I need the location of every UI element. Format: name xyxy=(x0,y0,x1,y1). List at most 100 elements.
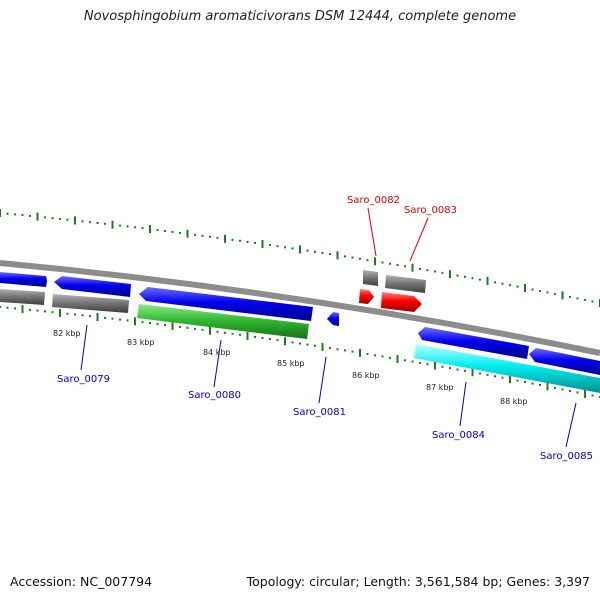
minor-tick xyxy=(374,354,376,357)
minor-tick xyxy=(591,300,594,303)
gene-label-saro-0082[interactable]: Saro_0082 xyxy=(347,195,400,206)
minor-tick xyxy=(516,379,519,382)
major-tick xyxy=(59,308,61,317)
minor-tick xyxy=(419,267,421,270)
gene-feature[interactable] xyxy=(359,289,374,304)
minor-tick xyxy=(494,281,496,284)
gene-label-saro-0079[interactable]: Saro_0079 xyxy=(57,374,110,385)
major-tick xyxy=(36,212,39,221)
minor-tick xyxy=(171,230,174,233)
gene-track-reverse xyxy=(0,287,600,393)
minor-tick xyxy=(486,373,489,376)
minor-tick xyxy=(81,314,84,317)
gene-label-saro-0080[interactable]: Saro_0080 xyxy=(188,390,241,401)
gene-feature[interactable] xyxy=(137,304,309,339)
major-tick xyxy=(449,270,451,279)
minor-tick xyxy=(111,317,114,320)
minor-tick xyxy=(119,224,121,227)
major-tick xyxy=(411,263,414,272)
major-tick xyxy=(321,342,324,351)
genome-summary-text: Topology: circular; Length: 3,561,584 bp… xyxy=(246,574,590,589)
minor-tick xyxy=(44,310,46,313)
leader-line xyxy=(367,207,377,257)
major-tick xyxy=(74,216,76,225)
gene-label-saro-0083[interactable]: Saro_0083 xyxy=(404,205,457,216)
gene-feature[interactable] xyxy=(0,289,45,305)
gene-feature[interactable] xyxy=(418,327,529,359)
minor-tick xyxy=(479,372,481,375)
gene-feature[interactable] xyxy=(139,287,313,321)
minor-tick xyxy=(344,255,346,258)
minor-tick xyxy=(411,360,414,363)
map-title: Novosphingobium aromaticivorans DSM 1244… xyxy=(83,9,517,24)
gene-feature[interactable] xyxy=(54,276,131,297)
minor-tick xyxy=(194,233,196,236)
minor-tick xyxy=(456,274,459,277)
major-tick xyxy=(209,326,211,335)
minor-tick xyxy=(89,315,91,318)
gene-label-saro-0084[interactable]: Saro_0084 xyxy=(432,430,485,441)
minor-tick xyxy=(291,247,294,250)
minor-tick xyxy=(441,271,444,274)
minor-tick xyxy=(216,330,219,333)
major-tick xyxy=(246,331,249,340)
minor-tick xyxy=(179,231,181,234)
minor-tick xyxy=(464,275,466,278)
minor-tick xyxy=(351,350,354,353)
major-tick xyxy=(171,321,174,330)
minor-tick xyxy=(494,375,496,378)
minor-tick xyxy=(231,332,234,335)
scale-label: 88 kbp xyxy=(500,397,528,406)
gene-feature[interactable] xyxy=(414,344,600,393)
minor-tick xyxy=(0,306,1,308)
minor-tick xyxy=(464,369,466,372)
minor-tick xyxy=(456,368,459,371)
minor-tick xyxy=(156,323,159,325)
major-tick xyxy=(524,284,526,292)
gene-feature[interactable] xyxy=(363,270,378,286)
gene-feature[interactable] xyxy=(52,294,129,313)
minor-tick xyxy=(14,213,16,216)
gene-label-saro-0085[interactable]: Saro_0085 xyxy=(540,451,593,462)
minor-tick xyxy=(576,297,579,300)
minor-tick xyxy=(419,361,421,364)
minor-tick xyxy=(239,239,241,242)
gene-labels: Saro_0079 Saro_0080 Saro_0081 Saro_0082 … xyxy=(57,195,593,462)
minor-tick xyxy=(14,307,16,310)
minor-tick xyxy=(531,288,534,291)
gene-feature[interactable] xyxy=(0,272,47,287)
leader-line xyxy=(213,339,222,388)
minor-tick xyxy=(126,319,129,322)
minor-tick xyxy=(89,221,91,224)
outer-tick-track xyxy=(0,209,600,307)
minor-tick xyxy=(164,230,166,232)
minor-tick xyxy=(254,335,256,338)
minor-tick xyxy=(141,321,144,324)
gene-feature[interactable] xyxy=(385,275,426,293)
scale-label: 82 kbp xyxy=(53,329,81,338)
minor-tick xyxy=(29,308,31,311)
major-tick xyxy=(111,220,114,229)
minor-tick xyxy=(434,270,436,273)
minor-tick xyxy=(276,339,279,342)
minor-tick xyxy=(291,341,294,344)
gene-feature[interactable] xyxy=(381,292,422,312)
gene-feature[interactable] xyxy=(529,348,600,375)
minor-tick xyxy=(314,250,316,253)
accession-text: Accession: NC_007794 xyxy=(10,574,153,589)
major-tick xyxy=(471,368,474,377)
major-tick xyxy=(561,291,564,300)
major-tick xyxy=(186,229,189,238)
minor-tick xyxy=(426,269,429,272)
minor-tick xyxy=(36,309,39,312)
leader-lines xyxy=(80,207,577,448)
major-tick xyxy=(96,313,99,321)
gene-label-saro-0081[interactable]: Saro_0081 xyxy=(293,407,346,418)
gene-feature[interactable] xyxy=(327,312,339,326)
minor-tick xyxy=(381,261,384,264)
major-tick xyxy=(284,337,286,346)
minor-tick xyxy=(51,311,54,314)
minor-tick xyxy=(66,312,69,315)
minor-tick xyxy=(329,347,331,350)
major-tick xyxy=(486,276,489,285)
